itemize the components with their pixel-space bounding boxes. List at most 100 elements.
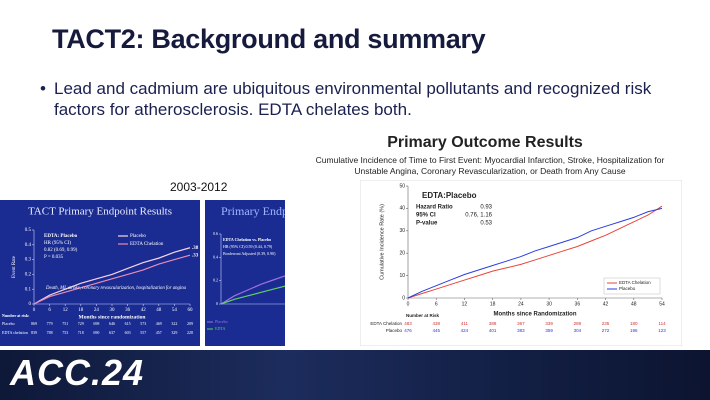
bullet: • Lead and cadmium are ubiquitous enviro… <box>40 78 680 120</box>
x-tick-label: 24 <box>518 301 524 307</box>
risk-value: 438 <box>432 321 440 326</box>
x-tick-label: 6 <box>435 301 438 307</box>
risk-value: 788 <box>47 330 53 335</box>
x-tick-label: 36 <box>125 308 131 313</box>
y-tick-label: 0 <box>29 302 32 307</box>
x-tick-label: 48 <box>631 301 637 307</box>
chart-background <box>0 200 200 346</box>
banner <box>0 350 710 400</box>
x-tick-label: 42 <box>603 301 609 307</box>
annotation-value: 0.53 <box>480 221 492 227</box>
series-line <box>33 254 191 305</box>
risk-value: 751 <box>62 321 68 326</box>
x-tick-label: 30 <box>546 301 552 307</box>
series-line <box>220 275 285 305</box>
annotation: Bonferroni Adjusted (0.39, 0.90) <box>223 251 276 257</box>
value-label: .38 <box>192 246 199 251</box>
risk-value: 476 <box>404 328 412 333</box>
chart-image: Primary Endpoint 0 0.2 0.4 0.6 Placebo EDTA EDT… <box>205 200 285 346</box>
risk-value: 729 <box>78 321 84 326</box>
bullet-text: Lead and cadmium are ubiquitous environm… <box>54 79 652 119</box>
annotation: HR (95% CI) 0.59 (0.44, 0.79) <box>223 244 273 250</box>
risk-value: 235 <box>602 321 610 326</box>
period-label: 2003-2012 <box>170 180 228 194</box>
annotation: EDTA Chelation vs. Placebo <box>223 237 271 242</box>
y-tick-label: 0.2 <box>25 273 32 278</box>
x-tick-label: 60 <box>188 308 194 313</box>
x-tick-label: 42 <box>141 308 147 313</box>
risk-value: 646 <box>109 321 115 326</box>
y-tick-label: 40 <box>399 206 405 212</box>
x-tick-label: 0 <box>33 308 36 313</box>
risk-value: 483 <box>404 321 412 326</box>
annotation-value: 0.76, 1.16 <box>465 213 492 219</box>
y-tick-label: 0.2 <box>213 278 218 283</box>
risk-value: 383 <box>517 328 525 333</box>
risk-value: 445 <box>432 328 440 333</box>
chart-image: TACT Primary Endpoint Results 0 0.1 0.2 0.3 0… <box>0 200 200 346</box>
risk-value: 637 <box>109 330 115 335</box>
annotation-value: 0.93 <box>480 205 492 211</box>
risk-value: 180 <box>630 321 638 326</box>
x-tick-label: 12 <box>462 301 468 307</box>
y-tick-label: 0.5 <box>25 228 32 233</box>
risk-header: Number at risk: <box>2 313 29 318</box>
risk-value: 869 <box>31 321 37 326</box>
series-line <box>407 207 663 299</box>
y-axis-label: Cumulative Incidence Rate (%) <box>379 204 385 280</box>
annotation-label: Hazard Ratio <box>416 205 453 211</box>
series-line <box>33 247 191 305</box>
legend-label: Placebo <box>130 234 146 239</box>
y-tick-label: 0.1 <box>25 287 32 292</box>
annotation-title: EDTA:Placebo <box>422 191 477 200</box>
x-tick-label: 36 <box>575 301 581 307</box>
risk-value: 196 <box>630 328 638 333</box>
risk-value: 690 <box>93 330 99 335</box>
risk-value: 367 <box>517 321 525 326</box>
annotation: P = 0.035 <box>44 255 64 260</box>
x-tick-label: 0 <box>407 301 410 307</box>
series-line <box>220 285 285 305</box>
chart-title: TACT Primary Endpoint Results <box>28 206 172 218</box>
risk-row-label: Placebo <box>386 328 403 333</box>
risk-row-label: Placebo <box>2 321 15 326</box>
y-tick-label: 50 <box>399 183 405 189</box>
risk-row-label: EDTA Chelation <box>370 321 402 326</box>
bullet-dot: • <box>40 79 46 98</box>
y-tick-label: 0 <box>402 295 405 301</box>
risk-value: 411 <box>461 321 469 326</box>
risk-value: 401 <box>489 328 497 333</box>
risk-value: 573 <box>140 321 146 326</box>
x-tick-label: 54 <box>659 301 665 307</box>
risk-value: 339 <box>545 321 553 326</box>
risk-value: 289 <box>574 321 582 326</box>
annotation: 0.82 (0.69, 0.99) <box>44 248 78 253</box>
x-axis-label: Months since Randomization <box>493 312 576 318</box>
chart-title: Primary Endpoint <box>221 204 285 218</box>
slide-title: TACT2: Background and summary <box>52 24 486 54</box>
value-label: .33 <box>192 253 199 258</box>
x-tick-label: 12 <box>63 308 69 313</box>
chart-background <box>205 200 285 346</box>
risk-value: 228 <box>187 330 193 335</box>
note: Death, MI, stroke, coronary revasculariz… <box>45 286 186 291</box>
risk-value: 388 <box>489 321 497 326</box>
y-axis-label: Event Rate <box>12 255 17 278</box>
risk-value: 424 <box>461 328 469 333</box>
x-tick-label: 24 <box>94 308 100 313</box>
y-tick-label: 0.4 <box>213 254 218 259</box>
legend-label: Placebo <box>215 319 228 324</box>
risk-value: 753 <box>62 330 68 335</box>
risk-header: Number at Risk <box>406 313 440 318</box>
legend-label: EDTA Chelation <box>130 242 164 247</box>
risk-row-label: EDTA chelation <box>2 330 28 335</box>
risk-value: 114 <box>658 321 666 326</box>
legend-label: EDTA Chelation <box>619 280 651 285</box>
y-tick-label: 30 <box>399 228 405 234</box>
series-line <box>407 205 663 299</box>
risk-value: 457 <box>156 330 162 335</box>
risk-value: 322 <box>171 321 177 326</box>
y-tick-label: 10 <box>399 273 405 279</box>
risk-value: 329 <box>171 330 177 335</box>
